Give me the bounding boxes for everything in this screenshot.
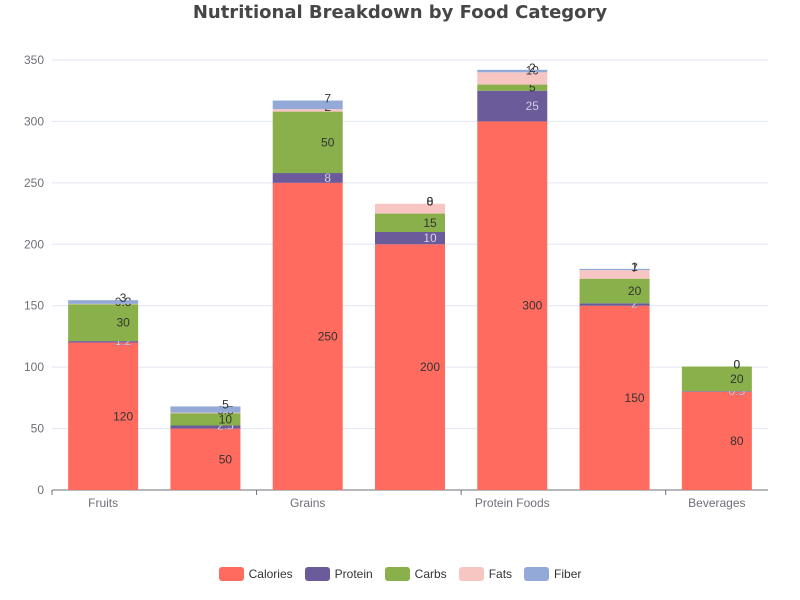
legend-item-protein[interactable]: Protein [304, 567, 373, 581]
data-label: 250 [318, 329, 338, 343]
legend-swatch [524, 567, 550, 581]
legend-item-calories[interactable]: Calories [218, 567, 293, 581]
bar-protein-segment [68, 341, 139, 343]
x-tick-label: Protein Foods [475, 496, 550, 510]
data-label: 25 [526, 99, 540, 113]
bar-protein-segment [375, 232, 445, 245]
bar-fats-segment [477, 72, 548, 85]
bar-calories-segment [375, 244, 445, 490]
bar-fats-segment [170, 412, 241, 414]
data-label: 150 [625, 391, 645, 405]
data-label: 8 [324, 171, 331, 185]
bar-calories-segment [681, 391, 752, 490]
data-label: 0 [427, 195, 434, 209]
x-tick-label: Grains [290, 496, 325, 510]
legend-swatch [458, 567, 484, 581]
y-tick-label: 100 [24, 360, 44, 374]
data-label: 10 [219, 412, 233, 426]
data-label: 120 [113, 409, 133, 423]
data-label: 10 [423, 231, 437, 245]
bar-calories-segment [477, 121, 548, 490]
y-tick-label: 150 [24, 299, 44, 313]
data-label: 0 [734, 358, 741, 372]
data-label: 8 [427, 195, 434, 209]
data-label: 0 [734, 358, 741, 372]
y-tick-label: 0 [37, 483, 44, 497]
bar-fiber-segment [68, 300, 139, 304]
bar-fiber-segment [272, 100, 343, 110]
legend-label: Fats [488, 567, 513, 581]
data-label: 5 [529, 81, 536, 95]
data-label: 20 [730, 372, 744, 386]
bar-carbs-segment [68, 304, 139, 342]
data-label: 7 [631, 261, 638, 275]
bar-calories-segment [272, 182, 343, 490]
legend-label: Carbs [414, 567, 447, 581]
data-label: 300 [522, 299, 542, 313]
y-tick-label: 250 [24, 176, 44, 190]
bar-fats-segment [375, 203, 445, 214]
legend-label: Protein [334, 567, 373, 581]
legend-item-fats[interactable]: Fats [458, 567, 513, 581]
legend-label: Calories [248, 567, 293, 581]
bar-protein-segment [579, 303, 650, 306]
legend: Calories Protein Carbs Fats Fiber [0, 567, 800, 581]
chart-title: Nutritional Breakdown by Food Category [192, 2, 608, 23]
x-tick-label: Fruits [88, 496, 118, 510]
bar-carbs-segment [681, 366, 752, 392]
data-label: 1 [631, 260, 638, 274]
bar-calories-segment [579, 305, 650, 490]
y-tick-label: 50 [31, 422, 45, 436]
data-label: 200 [420, 360, 440, 374]
legend-label: Fiber [554, 567, 582, 581]
bar-fiber-segment [579, 268, 650, 271]
data-label: 50 [321, 135, 335, 149]
bar-calories-segment [170, 428, 241, 490]
y-tick-label: 350 [24, 53, 44, 67]
bar-carbs-segment [272, 111, 343, 174]
bar-calories-segment [68, 342, 139, 490]
data-label: 7 [324, 92, 331, 106]
legend-item-fiber[interactable]: Fiber [524, 567, 581, 581]
data-label: 20 [628, 284, 642, 298]
data-label: 2 [529, 61, 536, 75]
legend-item-carbs[interactable]: Carbs [384, 567, 447, 581]
bar-fats-segment [272, 109, 343, 112]
x-tick-label: Beverages [688, 496, 745, 510]
data-label: 80 [730, 434, 744, 448]
y-tick-label: 200 [24, 237, 44, 251]
bar-fiber-segment [170, 406, 241, 413]
legend-swatch [218, 567, 244, 581]
legend-swatch [384, 567, 410, 581]
bar-fats-segment [579, 270, 650, 279]
data-label: 50 [219, 452, 233, 466]
bar-protein-segment [477, 90, 548, 122]
bar-carbs-segment [477, 84, 548, 91]
bar-protein-segment [681, 391, 752, 392]
data-label: 3 [120, 291, 127, 305]
legend-swatch [304, 567, 330, 581]
bar-carbs-segment [170, 413, 241, 426]
data-label: 15 [423, 216, 437, 230]
bar-protein-segment [272, 173, 343, 183]
bar-carbs-segment [579, 278, 650, 304]
bar-carbs-segment [375, 213, 445, 232]
bar-protein-segment [170, 425, 241, 429]
data-label: 5 [222, 397, 229, 411]
data-label: 30 [116, 316, 130, 330]
y-tick-label: 300 [24, 114, 44, 128]
bar-fiber-segment [477, 69, 548, 73]
